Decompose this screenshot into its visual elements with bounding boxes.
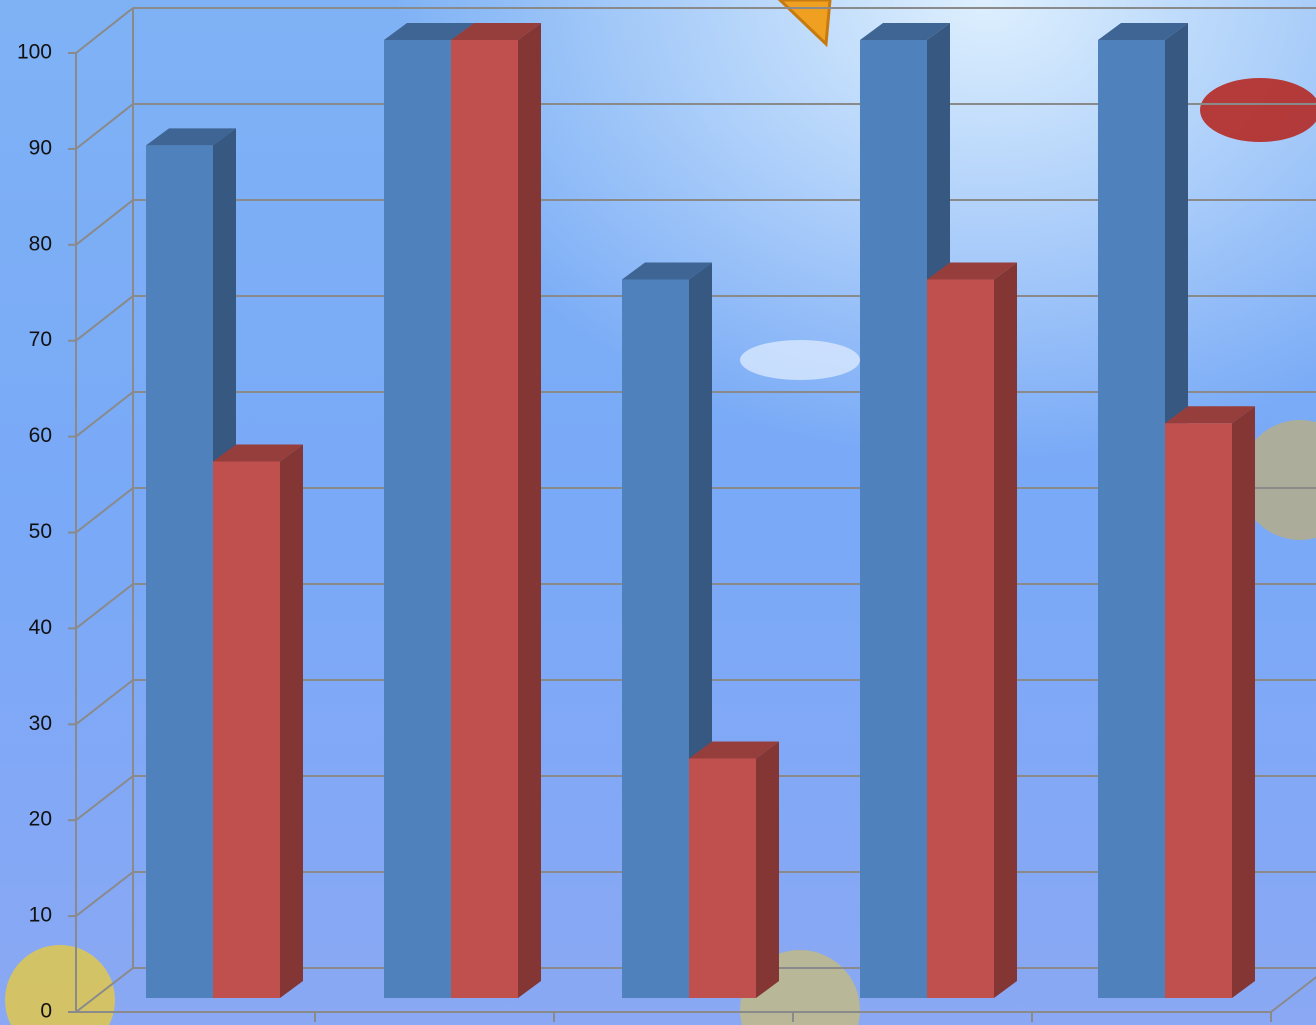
y-tick-label: 80 [29,232,52,255]
bar [213,461,280,998]
bar-side [756,741,779,998]
cloud [740,340,860,380]
bar [622,279,689,998]
bar-top [146,128,236,146]
grid-line [75,871,134,917]
bar-side [280,444,303,998]
bar-top [1098,23,1188,40]
y-tick-label: 50 [29,520,52,543]
grid-line [75,775,134,821]
y-tick-label: 60 [29,424,52,447]
bar-top [451,23,541,40]
bar-top [1165,406,1255,424]
bar [689,758,756,998]
y-tick-label: 20 [29,808,52,831]
bar-top [689,741,779,759]
bar [146,145,213,998]
bar-top [860,23,950,40]
bar-top [213,444,303,462]
bar [451,40,518,998]
grid-line [75,199,134,246]
grid-line [75,103,134,150]
y-tick-label: 40 [29,616,52,639]
bar [1165,423,1232,998]
bars [146,23,1255,998]
bar-top [927,262,1017,280]
y-tick-label: 10 [29,904,52,927]
grid-line [75,295,134,342]
bar [384,40,451,998]
grid-line [75,391,134,438]
bar [1098,40,1165,998]
butterfly [1200,78,1316,142]
bar-top [384,23,474,40]
bar-side [1232,406,1255,998]
flower [5,945,115,1025]
grid-line [75,7,134,54]
y-tick-label: 90 [29,136,52,159]
floor-edge [1270,975,1316,1013]
y-tick-label: 70 [29,328,52,351]
grid-line [75,583,134,630]
bar-top [622,262,712,280]
flower [1240,420,1316,540]
bar-side [518,23,541,998]
grid-line [75,967,134,1013]
y-tick-label: 0 [40,1000,52,1023]
grid-line [75,679,134,726]
bar [860,40,927,998]
arrow-shape [777,0,832,48]
y-tick-label: 100 [17,41,52,64]
bar-side [994,262,1017,998]
bar [927,279,994,998]
grid-line [75,487,134,534]
y-tick-label: 30 [29,712,52,735]
